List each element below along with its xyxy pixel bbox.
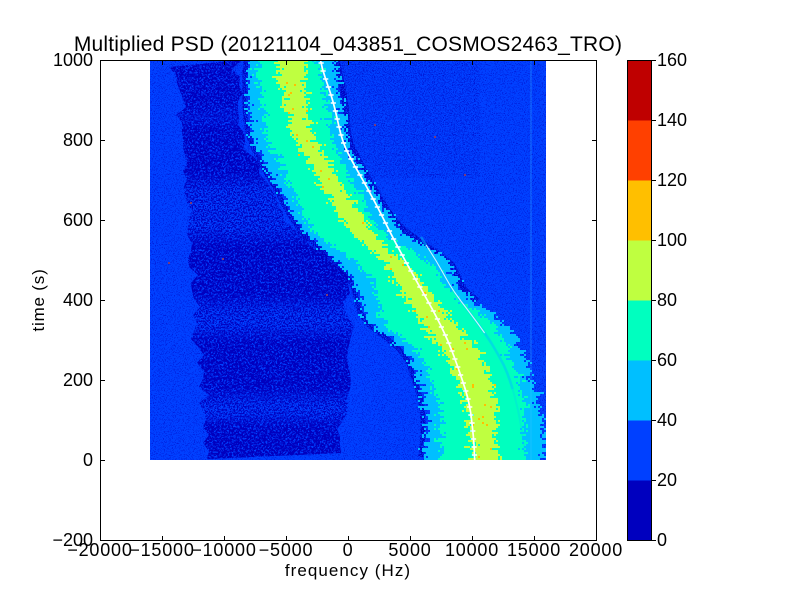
svg-text:−5000: −5000 (259, 540, 314, 560)
svg-text:120: 120 (657, 170, 687, 190)
svg-text:600: 600 (63, 210, 93, 230)
svg-text:140: 140 (657, 110, 687, 130)
svg-text:800: 800 (63, 130, 93, 150)
svg-text:5000: 5000 (388, 540, 431, 560)
svg-text:−20000: −20000 (67, 540, 132, 560)
svg-text:frequency (Hz): frequency (Hz) (285, 561, 411, 580)
svg-text:160: 160 (657, 50, 687, 70)
svg-text:−200: −200 (52, 530, 93, 550)
svg-text:1000: 1000 (53, 50, 93, 70)
svg-text:80: 80 (657, 290, 677, 310)
svg-text:15000: 15000 (507, 540, 561, 560)
svg-text:40: 40 (657, 410, 677, 430)
svg-text:100: 100 (657, 230, 687, 250)
svg-text:−10000: −10000 (191, 540, 256, 560)
svg-text:200: 200 (63, 370, 93, 390)
svg-text:0: 0 (343, 540, 354, 560)
svg-text:10000: 10000 (445, 540, 499, 560)
svg-text:400: 400 (63, 290, 93, 310)
svg-text:0: 0 (657, 530, 667, 550)
svg-text:0: 0 (83, 450, 93, 470)
svg-text:time (s): time (s) (29, 268, 48, 331)
svg-text:Multiplied PSD (20121104_04385: Multiplied PSD (20121104_043851_COSMOS24… (74, 33, 622, 56)
svg-text:−15000: −15000 (129, 540, 194, 560)
svg-text:60: 60 (657, 350, 677, 370)
svg-text:20000: 20000 (569, 540, 623, 560)
svg-text:20: 20 (657, 470, 677, 490)
